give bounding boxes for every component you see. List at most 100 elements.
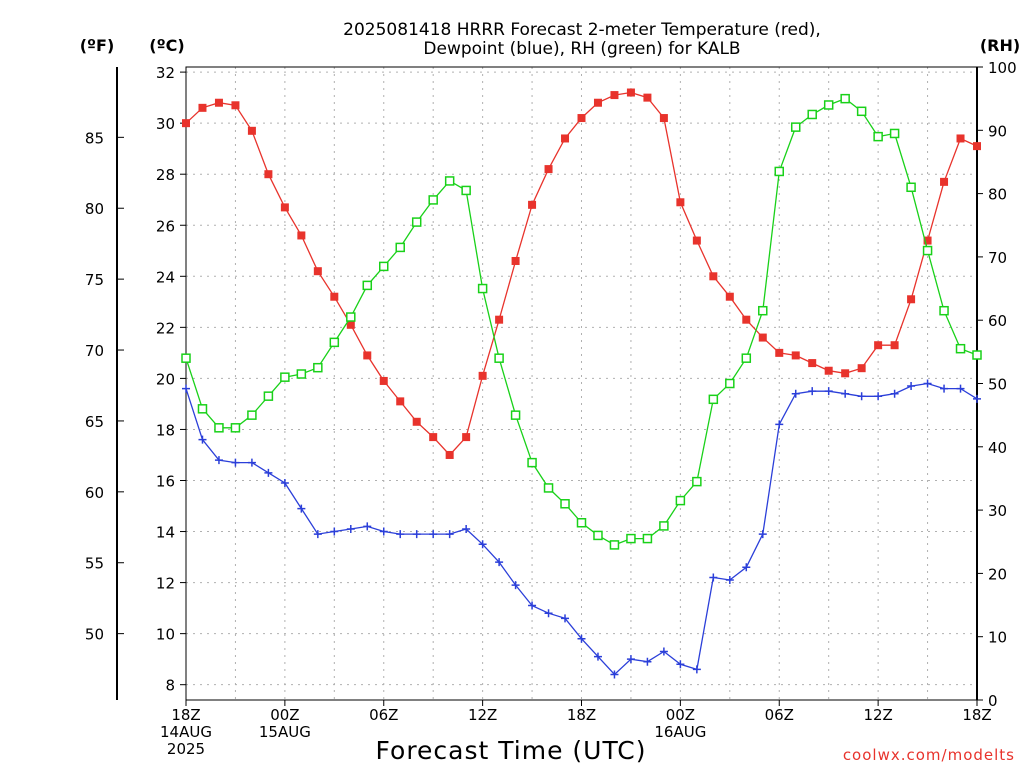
celsius-tick-label: 24 bbox=[156, 268, 175, 286]
rh-tick-label: 90 bbox=[988, 122, 1007, 140]
rh-point bbox=[230, 423, 241, 433]
dewpoint-point bbox=[363, 522, 372, 531]
rh-point bbox=[263, 391, 274, 401]
rh-point bbox=[395, 242, 405, 253]
chart-title-line-1: 2025081418 HRRR Forecast 2-meter Tempera… bbox=[343, 20, 821, 40]
temperature-point bbox=[280, 203, 289, 212]
x-tick-label: 00Z bbox=[666, 706, 695, 724]
celsius-tick-label: 8 bbox=[165, 677, 175, 695]
dewpoint-point bbox=[544, 609, 553, 618]
rh-point bbox=[741, 353, 752, 363]
dewpoint-point bbox=[297, 504, 306, 513]
dewpoint-point bbox=[758, 530, 767, 539]
dewpoint-point bbox=[264, 468, 273, 477]
temperature-point bbox=[247, 126, 256, 135]
rh-tick-label: 0 bbox=[988, 692, 998, 710]
x-tick-label: 15AUG bbox=[259, 723, 311, 741]
dewpoint-point bbox=[231, 458, 240, 467]
fahrenheit-tick-label: 60 bbox=[85, 484, 104, 502]
rh-point bbox=[428, 195, 438, 205]
rh-point bbox=[856, 106, 867, 117]
x-tick-label: 06Z bbox=[369, 706, 398, 724]
temperature-point bbox=[659, 114, 668, 123]
temperature-point bbox=[725, 292, 734, 301]
temperature-point bbox=[495, 315, 504, 324]
dewpoint-point bbox=[182, 384, 190, 393]
rh-point bbox=[444, 176, 455, 186]
dewpoint-point bbox=[462, 524, 471, 533]
dewpoint-point bbox=[379, 527, 388, 536]
dewpoint-point bbox=[643, 657, 652, 666]
celsius-tick-label: 22 bbox=[156, 319, 175, 337]
rh-point bbox=[346, 312, 356, 322]
dewpoint-point bbox=[495, 558, 504, 567]
rh-point bbox=[543, 483, 554, 493]
temperature-point bbox=[445, 450, 454, 459]
rh-point bbox=[758, 305, 768, 316]
x-tick-label: 12Z bbox=[863, 706, 892, 724]
dewpoint-point bbox=[676, 660, 685, 669]
dewpoint-point bbox=[775, 420, 784, 429]
rh-point bbox=[626, 533, 636, 544]
rh-tick-label: 10 bbox=[988, 629, 1007, 647]
temperature-point bbox=[626, 88, 635, 97]
dewpoint-point bbox=[692, 665, 701, 674]
temperature-point bbox=[758, 333, 767, 342]
rh-point bbox=[197, 404, 208, 414]
dewpoint-point bbox=[791, 389, 800, 398]
fahrenheit-tick-label: 70 bbox=[85, 342, 104, 360]
fahrenheit-tick-label: 75 bbox=[85, 271, 104, 289]
x-tick-label: 06Z bbox=[765, 706, 794, 724]
credit-text: coolwx.com/modelts bbox=[843, 746, 1015, 764]
dewpoint-point bbox=[725, 576, 734, 585]
rh-point bbox=[576, 518, 587, 528]
rh-point bbox=[609, 540, 620, 550]
temperature-point bbox=[313, 267, 322, 276]
rh-point bbox=[807, 109, 817, 120]
rh-point bbox=[906, 182, 916, 193]
temperature-point bbox=[478, 371, 487, 380]
chart-title-line-2: Dewpoint (blue), RH (green) for KALB bbox=[423, 39, 740, 59]
rh-point bbox=[313, 362, 323, 373]
temperature-point bbox=[709, 272, 718, 281]
rh-point bbox=[889, 128, 900, 139]
dewpoint-point bbox=[923, 379, 932, 388]
rh-point bbox=[247, 410, 257, 420]
x-tick-label: 12Z bbox=[468, 706, 497, 724]
rh-point bbox=[708, 394, 719, 405]
rh-point bbox=[329, 337, 340, 348]
temperature-point bbox=[610, 91, 619, 100]
temperature-point bbox=[214, 98, 223, 107]
x-tick-label: 14AUG bbox=[160, 723, 212, 741]
rh-point bbox=[477, 283, 488, 294]
x-axis-label: Forecast Time (UTC) bbox=[376, 736, 647, 765]
rh-point bbox=[922, 245, 933, 256]
dewpoint-point bbox=[445, 530, 454, 539]
celsius-tick-label: 32 bbox=[156, 64, 175, 82]
temperature-point bbox=[940, 177, 949, 186]
dewpoint-point bbox=[709, 573, 718, 582]
x-tick-label: 18Z bbox=[567, 706, 596, 724]
dewpoint-point bbox=[808, 387, 817, 396]
rh-point bbox=[675, 495, 686, 506]
temperature-point bbox=[923, 236, 932, 245]
dewpoint-point bbox=[561, 614, 570, 623]
rh-point bbox=[939, 305, 949, 316]
rh-unit-label: (RH) bbox=[980, 36, 1020, 55]
rh-point bbox=[955, 343, 966, 354]
rh-point bbox=[873, 131, 883, 142]
fahrenheit-tick-label: 65 bbox=[85, 413, 104, 431]
temperature-point bbox=[346, 320, 355, 329]
rh-point bbox=[527, 457, 537, 468]
rh-tick-label: 80 bbox=[988, 186, 1007, 204]
temperature-point bbox=[561, 134, 570, 143]
temperature-point bbox=[956, 134, 965, 143]
temperature-point bbox=[874, 341, 883, 350]
fahrenheit-tick-label: 50 bbox=[85, 626, 104, 644]
celsius-tick-label: 16 bbox=[156, 472, 175, 490]
celsius-tick-label: 18 bbox=[156, 421, 175, 439]
dewpoint-point bbox=[198, 435, 207, 444]
dewpoint-point bbox=[824, 387, 833, 396]
rh-point bbox=[692, 476, 702, 487]
dewpoint-point bbox=[577, 634, 586, 643]
